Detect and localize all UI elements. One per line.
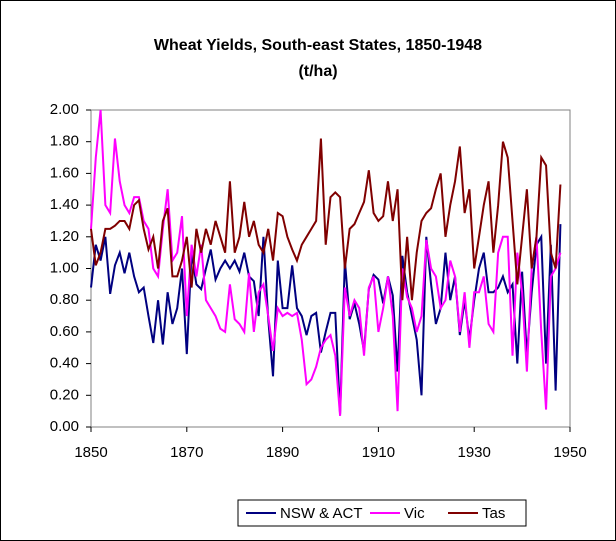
chart-title: Wheat Yields, South-east States, 1850-19… [154,37,482,54]
chart-subtitle: (t/ha) [298,63,337,80]
x-tick-label: 1950 [553,444,586,461]
y-tick-label: 1.60 [50,164,79,181]
legend-label: Tas [482,505,505,522]
y-tick-label: 1.20 [50,228,79,245]
y-tick-label: 0.80 [50,291,79,308]
y-tick-label: 0.40 [50,355,79,372]
x-tick-label: 1850 [74,444,107,461]
x-tick-label: 1890 [266,444,299,461]
legend-label: NSW & ACT [280,505,363,522]
y-tick-label: 0.60 [50,323,79,340]
y-tick-label: 0.00 [50,418,79,435]
y-tick-label: 1.80 [50,133,79,150]
y-tick-label: 0.20 [50,386,79,403]
series-line [90,224,562,415]
x-tick-label: 1870 [170,444,203,461]
y-tick-label: 1.40 [50,196,79,213]
legend-label: Vic [404,505,425,522]
y-tick-label: 1.00 [50,259,79,276]
x-tick-label: 1910 [362,444,395,461]
series-line [90,109,562,416]
series-line [90,138,562,301]
y-tick-label: 2.00 [50,101,79,118]
x-tick-label: 1930 [458,444,491,461]
